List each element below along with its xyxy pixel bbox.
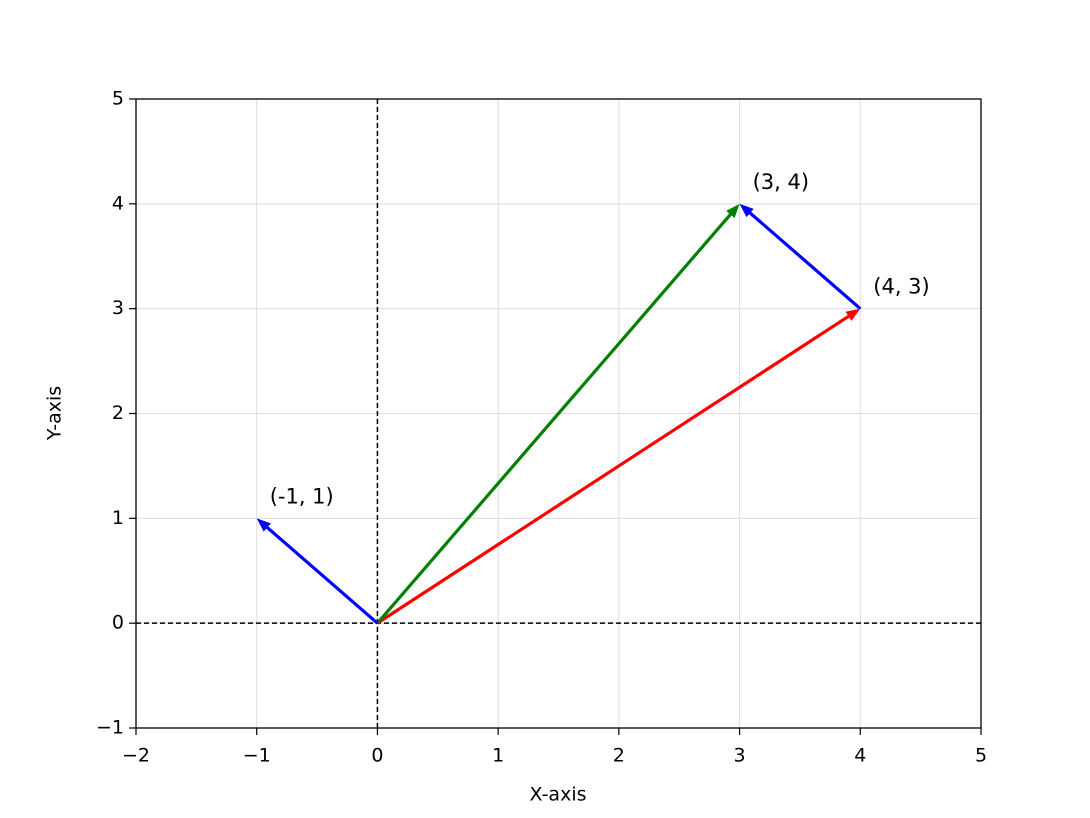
x-tick-label: 3 xyxy=(734,745,746,767)
x-axis-label: X-axis xyxy=(530,784,587,806)
vector-label: (-1, 1) xyxy=(270,484,334,508)
vector-label: (3, 4) xyxy=(753,170,809,194)
y-tick-label: 2 xyxy=(112,402,124,424)
y-tick-label: 0 xyxy=(112,612,124,634)
y-tick-label: 3 xyxy=(112,297,124,319)
vector-shaft xyxy=(263,524,379,625)
vector-shaft xyxy=(746,209,862,310)
vector-label: (4, 3) xyxy=(873,275,929,299)
x-tick-label: −1 xyxy=(243,745,271,767)
x-tick-label: 2 xyxy=(613,745,625,767)
vector-head xyxy=(726,203,740,219)
x-tick-label: 0 xyxy=(371,745,383,767)
y-tick-label: −1 xyxy=(96,717,124,739)
vector-head xyxy=(845,308,861,321)
x-tick-label: 5 xyxy=(975,745,987,767)
x-tick-label: 4 xyxy=(854,745,866,767)
y-tick-label: 4 xyxy=(112,192,124,214)
plot-frame xyxy=(135,98,982,729)
vector-head xyxy=(256,518,271,532)
x-tick-label: −2 xyxy=(122,745,150,767)
y-axis-label: Y-axis xyxy=(44,386,66,441)
vector-shaft xyxy=(376,313,852,625)
x-tick-label: 1 xyxy=(492,745,504,767)
vector-head xyxy=(739,203,754,218)
vector-shaft xyxy=(376,211,734,625)
y-tick-label: 5 xyxy=(112,88,124,110)
y-tick-label: 1 xyxy=(112,507,124,529)
